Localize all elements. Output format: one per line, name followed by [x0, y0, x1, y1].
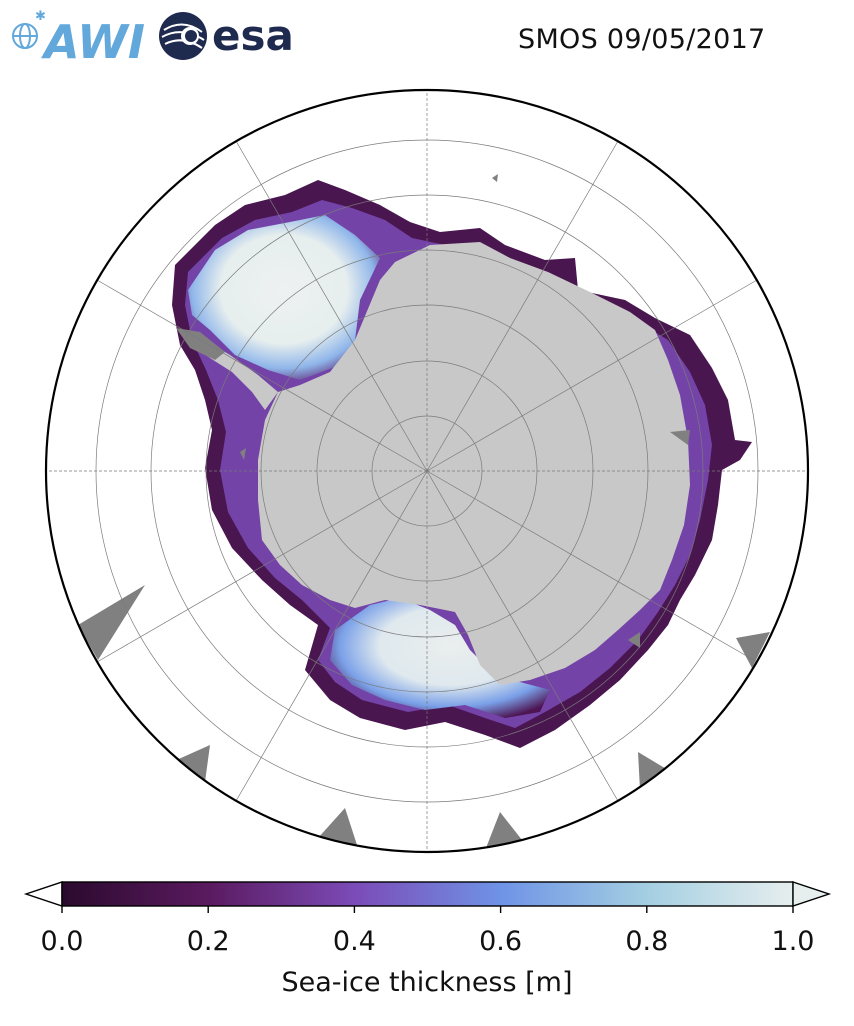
colorbar-tick-label: 0.0	[41, 926, 84, 957]
colorbar-ticks: 0.0 0.2 0.4 0.6 0.8 1.0	[41, 906, 815, 957]
antarctica-land	[258, 242, 690, 685]
meridians	[46, 90, 808, 852]
colorbar-tick-label: 1.0	[772, 926, 815, 957]
colorbar-tick-label: 0.4	[333, 926, 376, 957]
map-title: SMOS 09/05/2017	[518, 24, 766, 55]
colorbar-extend-max	[792, 881, 832, 907]
esa-logo-text: esa	[212, 11, 294, 60]
map-boundary	[44, 88, 810, 854]
globe-icon	[12, 23, 38, 49]
colorbar-tick-label: 0.8	[625, 926, 668, 957]
esa-logo: esa	[158, 10, 303, 62]
header: ✱ AWI esa SMOS 09/05/2017	[0, 0, 854, 80]
colorbar-label: Sea-ice thickness [m]	[281, 967, 572, 998]
colorbar-gradient	[61, 881, 794, 907]
esa-emblem-icon	[159, 12, 207, 60]
colorbar-extend-min	[23, 881, 63, 907]
star-icon: ✱	[35, 9, 46, 24]
colorbar-tick-label: 0.6	[479, 926, 522, 957]
coastal-no-data	[176, 174, 690, 648]
awi-logo-text: AWI	[41, 15, 145, 64]
colorbar: 0.0 0.2 0.4 0.6 0.8 1.0 Sea-ice thickness [m]	[23, 881, 832, 998]
weddell-sea-ice	[188, 215, 380, 380]
awi-logo: ✱ AWI	[6, 6, 146, 69]
colorbar-tick-label: 0.2	[187, 926, 230, 957]
polar-map	[44, 88, 810, 854]
